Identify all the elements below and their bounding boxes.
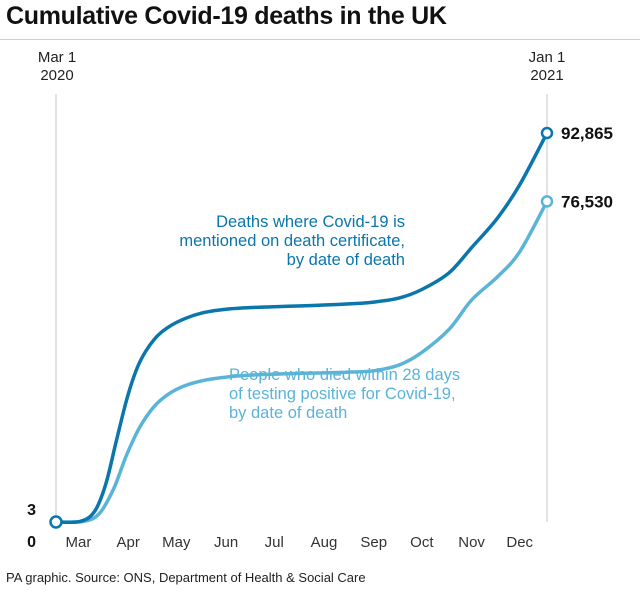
x-tick-oct: Oct	[410, 534, 434, 551]
end-date-year: 2021	[530, 67, 564, 84]
x-tick-aug: Aug	[311, 534, 338, 551]
chart-title: Cumulative Covid-19 deaths in the UK	[6, 2, 447, 30]
annotation-line: Deaths where Covid-19 is	[216, 213, 405, 231]
x-tick-mar: Mar	[66, 534, 92, 551]
end-marker-test28	[540, 195, 554, 208]
annotation-line: mentioned on death certificate,	[179, 232, 405, 250]
title-divider	[0, 39, 640, 40]
series-line-test28	[54, 199, 549, 524]
annotation-line: of testing positive for Covid-19,	[229, 385, 456, 403]
end-date-month: Jan 1	[528, 49, 566, 66]
end-value-test28: 76,530	[561, 192, 613, 211]
annotation-line: People who died within 28 days	[229, 366, 460, 384]
x-tick-nov: Nov	[458, 534, 485, 551]
annotation-line: by date of death	[229, 404, 347, 422]
series-line-certificate	[54, 131, 549, 525]
end-date-label: Jan 1 2021	[512, 49, 582, 85]
x-tick-dec: Dec	[506, 534, 533, 551]
annotation-certificate: Deaths where Covid-19 is mentioned on dea…	[179, 213, 405, 269]
x-tick-sep: Sep	[360, 534, 387, 551]
start-value-bottom: 0	[27, 534, 36, 551]
annotation-test28: People who died within 28 days of testing…	[229, 366, 460, 422]
start-date-label: Mar 1 2020	[22, 49, 92, 85]
start-marker	[49, 515, 63, 529]
end-marker-certificate	[540, 126, 554, 140]
x-tick-apr: Apr	[117, 534, 140, 551]
end-value-certificate: 92,865	[561, 124, 613, 143]
annotation-line: by date of death	[287, 251, 405, 269]
start-value-top: 3	[27, 502, 36, 519]
x-tick-jun: Jun	[214, 534, 238, 551]
x-tick-jul: Jul	[265, 534, 284, 551]
source-note: PA graphic. Source: ONS, Department of H…	[6, 570, 366, 585]
x-tick-may: May	[162, 534, 191, 551]
start-date-year: 2020	[40, 67, 74, 84]
start-date-month: Mar 1	[37, 49, 77, 66]
